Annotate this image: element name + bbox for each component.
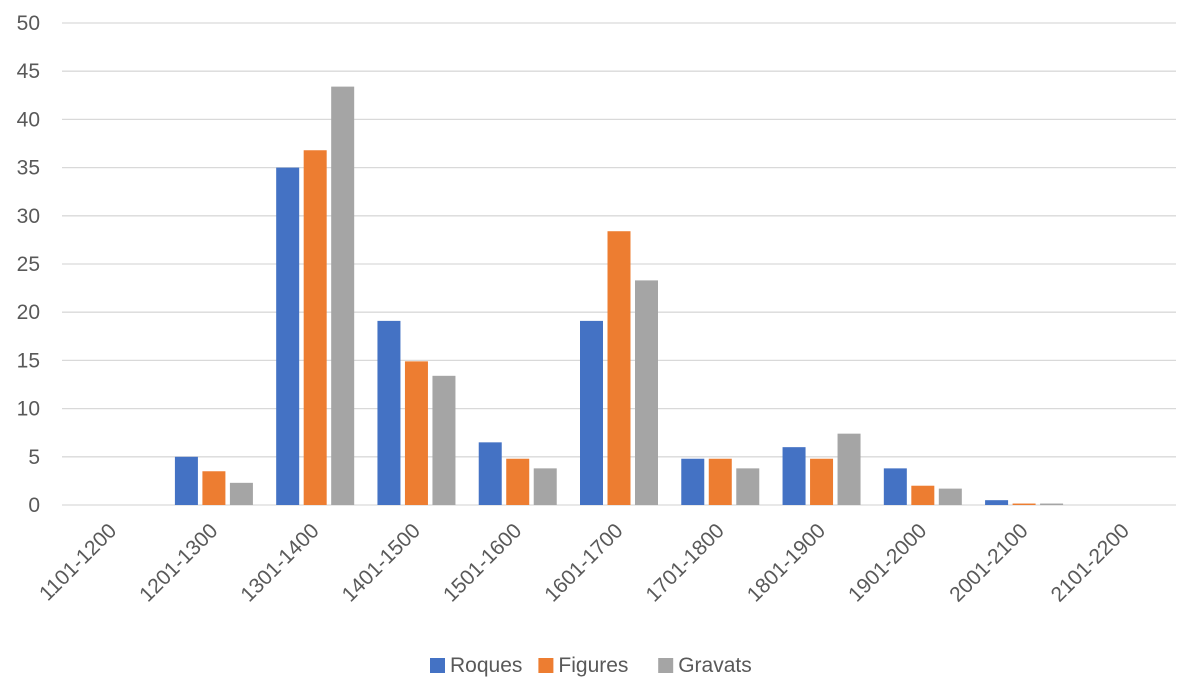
x-tick-label: 2101-2200: [1047, 519, 1134, 606]
x-tick-label: 1501-1600: [439, 519, 526, 606]
y-tick-label: 30: [17, 205, 40, 228]
bar-gravats-2001-2100: [1040, 503, 1064, 505]
bar-figures-2001-2100: [1012, 503, 1036, 505]
y-tick-label: 15: [17, 349, 40, 372]
bar-gravats-1401-1500: [432, 375, 456, 505]
bar-figures-1401-1500: [404, 361, 428, 505]
bar-gravats-1501-1600: [533, 468, 557, 505]
legend: Roques Figures Gravats: [430, 654, 752, 677]
bar-roques-1601-1700: [580, 320, 603, 505]
x-tick-label: 2001-2100: [945, 519, 1032, 606]
legend-swatch-figures: [538, 658, 554, 673]
y-tick-label: 20: [17, 301, 40, 324]
y-tick-label: 25: [17, 253, 40, 276]
bar-roques-1801-1900: [782, 447, 806, 505]
bars: [174, 86, 1064, 506]
bar-figures-1301-1400: [303, 150, 327, 505]
x-axis-tick-labels: 1101-1200 1201-1300 1301-1400 1401-1500 1501…: [35, 519, 1134, 606]
y-tick-label: 5: [28, 446, 40, 469]
x-tick-label: 1701-1800: [642, 519, 729, 606]
bar-gravats-1901-2000: [938, 488, 962, 505]
bar-figures-1601-1700: [607, 231, 631, 505]
bar-roques-1301-1400: [276, 167, 300, 505]
bar-figures-1501-1600: [506, 458, 530, 505]
legend-label-gravats: Gravats: [678, 654, 752, 677]
legend-label-roques: Roques: [450, 654, 522, 677]
bar-gravats-1301-1400: [331, 86, 355, 506]
bar-roques-1201-1300: [174, 456, 198, 505]
x-tick-label: 1601-1700: [540, 519, 627, 606]
bar-figures-1901-2000: [911, 485, 935, 505]
bar-roques-1401-1500: [377, 320, 401, 505]
legend-swatch-gravats: [658, 658, 674, 673]
y-tick-label: 0: [28, 494, 40, 517]
bar-figures-1701-1800: [708, 458, 732, 505]
y-tick-label: 35: [17, 157, 40, 180]
legend-swatch-roques: [430, 658, 445, 673]
bar-gravats-1601-1700: [635, 280, 658, 505]
y-tick-label: 40: [17, 108, 40, 131]
x-tick-label: 1301-1400: [236, 519, 323, 606]
bar-figures-1801-1900: [810, 458, 834, 505]
bar-figures-1201-1300: [202, 471, 226, 505]
x-tick-label: 1801-1900: [743, 519, 830, 606]
legend-label-figures: Figures: [558, 654, 628, 677]
x-tick-label: 1201-1300: [135, 519, 222, 606]
y-tick-label: 45: [17, 60, 40, 83]
bar-gravats-1701-1800: [736, 468, 760, 505]
bar-roques-1701-1800: [681, 458, 705, 505]
bar-roques-1901-2000: [883, 468, 907, 505]
y-tick-label: 50: [17, 12, 40, 35]
bar-roques-2001-2100: [985, 500, 1009, 505]
x-tick-label: 1901-2000: [844, 519, 931, 606]
bar-gravats-1801-1900: [837, 433, 861, 505]
y-tick-label: 10: [17, 398, 40, 421]
y-axis-tick-labels: 0 5 10 15 20 25 30 35 40 45 50: [17, 12, 40, 517]
x-tick-label: 1401-1500: [338, 519, 425, 606]
bar-roques-1501-1600: [478, 442, 502, 505]
bar-gravats-1201-1300: [229, 482, 253, 505]
x-tick-label: 1101-1200: [35, 519, 121, 605]
